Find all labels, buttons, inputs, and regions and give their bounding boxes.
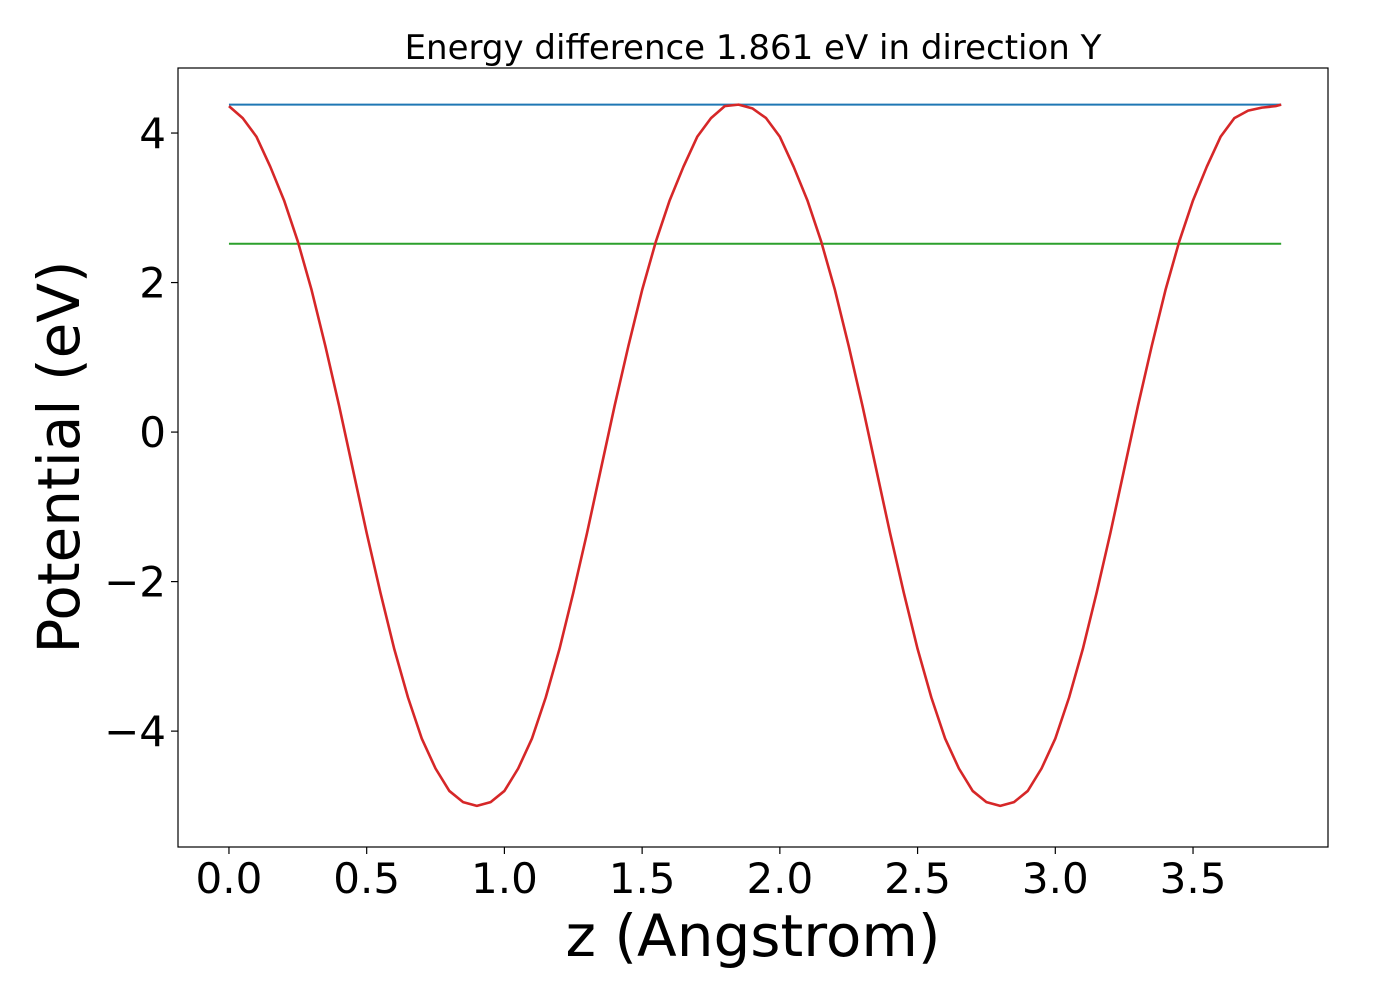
y-axis: −4 −2 0 2 4 (104, 109, 178, 756)
y-axis-label: Potential (eV) (25, 260, 93, 653)
x-tick-label: 0.0 (196, 854, 263, 903)
plot-frame (177, 67, 1329, 848)
x-tick-label: 1.5 (609, 854, 676, 903)
x-axis-label: z (Angstrom) (566, 902, 941, 970)
x-tick-label: 2.0 (746, 854, 813, 903)
x-tick-label: 1.0 (471, 854, 538, 903)
x-tick-label: 0.5 (333, 854, 400, 903)
y-tick-label: 0 (139, 408, 166, 457)
x-axis: 0.0 0.5 1.0 1.5 2.0 2.5 3.0 3.5 (196, 847, 1227, 903)
y-tick-label: 2 (139, 259, 166, 308)
plot-area (228, 103, 1282, 808)
x-tick-label: 3.5 (1160, 854, 1227, 903)
y-tick-label: −4 (104, 707, 166, 756)
series-line-0 (228, 103, 1282, 808)
x-tick-label: 2.5 (884, 854, 951, 903)
chart-title: Energy difference 1.861 eV in direction … (405, 28, 1102, 68)
y-tick-label: −2 (104, 558, 166, 607)
x-tick-label: 3.0 (1022, 854, 1089, 903)
y-tick-label: 4 (139, 109, 166, 158)
